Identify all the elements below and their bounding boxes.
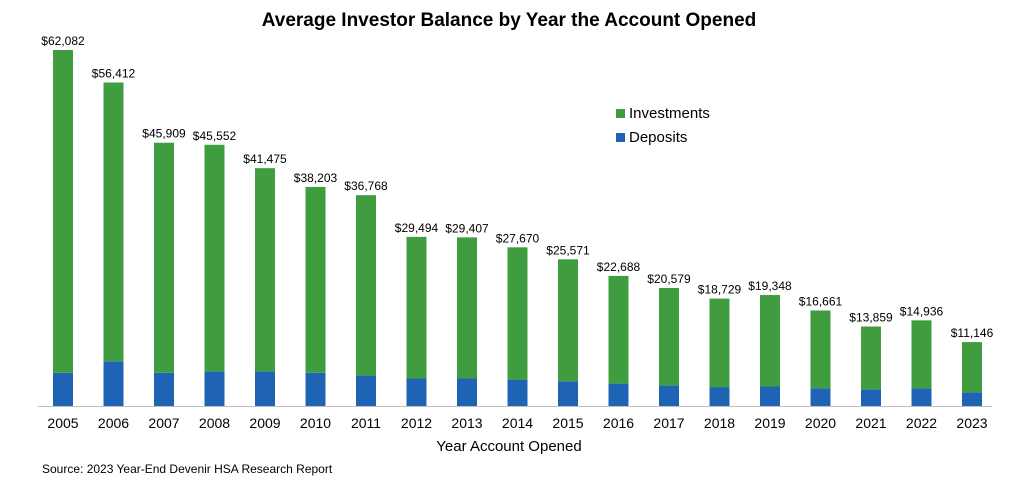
data-label-2023: $11,146 [951,326,994,340]
x-tick-2011: 2011 [351,415,381,431]
legend-item-deposits: Deposits [616,125,710,149]
bar-investments-2015 [558,259,578,382]
legend-label-deposits: Deposits [629,128,688,146]
x-tick-2023: 2023 [956,415,987,431]
legend-swatch-investments [616,108,625,118]
bar-deposits-2007 [154,372,174,406]
bar-investments-2017 [659,287,679,386]
data-label-2017: $20,579 [647,272,691,286]
bar-investments-2009 [255,168,275,372]
bar-deposits-2021 [861,389,881,406]
bar-investments-2019 [760,295,780,387]
bar-investments-2020 [810,310,831,389]
x-tick-2019: 2019 [754,415,785,431]
legend-swatch-deposits [616,132,625,142]
bar-deposits-2018 [709,387,730,406]
bar-investments-2014 [507,247,528,380]
bar-deposits-2005 [53,372,73,406]
x-tick-2020: 2020 [805,415,836,431]
chart-title: Average Investor Balance by Year the Acc… [261,10,757,31]
bar-investments-2011 [356,195,376,376]
bar-deposits-2014 [507,379,528,406]
x-tick-2017: 2017 [653,415,684,431]
bar-deposits-2022 [911,388,932,406]
data-label-2013: $29,407 [445,221,489,235]
x-tick-2006: 2006 [98,415,129,431]
bar-investments-2023 [962,342,982,393]
legend-item-investments: Investments [616,101,710,125]
bar-deposits-2013 [457,378,477,406]
x-tick-2008: 2008 [199,415,230,431]
data-label-2019: $19,348 [748,279,792,293]
bar-investments-2008 [204,144,225,372]
bar-deposits-2019 [760,386,780,406]
bar-investments-2016 [608,275,629,384]
bar-deposits-2008 [204,371,225,406]
bar-investments-2021 [861,326,881,390]
bar-investments-2012 [406,236,427,379]
data-label-2018: $18,729 [698,283,742,297]
bar-investments-2005 [53,50,73,373]
x-tick-2007: 2007 [148,415,179,431]
x-tick-2014: 2014 [502,415,533,431]
bar-deposits-2010 [305,372,326,406]
chart-legend: Investments Deposits [616,101,710,149]
bar-investments-2006 [103,82,124,362]
x-tick-2016: 2016 [603,415,634,431]
bar-deposits-2009 [255,371,275,406]
bar-deposits-2023 [962,392,982,406]
bar-investments-2018 [709,298,730,388]
x-axis-title: Year Account Opened [436,438,582,455]
data-label-2005: $62,082 [41,34,85,48]
bar-deposits-2006 [103,361,124,406]
bar-deposits-2012 [406,378,427,406]
data-label-2012: $29,494 [395,221,439,235]
data-label-2010: $38,203 [294,171,338,185]
bar-investments-2010 [305,186,326,373]
bar-investments-2022 [911,320,932,389]
x-tick-2015: 2015 [552,415,583,431]
x-tick-2018: 2018 [704,415,735,431]
x-tick-2022: 2022 [906,415,937,431]
bar-deposits-2016 [608,383,629,406]
x-tick-2013: 2013 [451,415,482,431]
data-label-2014: $27,670 [496,231,540,245]
data-label-2020: $16,661 [799,294,843,308]
x-tick-2010: 2010 [300,415,331,431]
bar-deposits-2017 [659,385,679,406]
x-tick-2012: 2012 [401,415,432,431]
data-label-2015: $25,571 [546,243,590,257]
x-tick-2005: 2005 [47,415,78,431]
bar-investments-2007 [154,142,174,373]
data-label-2009: $41,475 [243,152,287,166]
source-note: Source: 2023 Year-End Devenir HSA Resear… [42,462,333,476]
bar-investments-2013 [457,237,477,379]
data-label-2022: $14,936 [900,304,944,318]
x-tick-2009: 2009 [249,415,280,431]
data-label-2011: $36,768 [344,179,388,193]
bar-deposits-2020 [810,388,831,406]
data-label-2006: $56,412 [92,67,136,81]
data-label-2007: $45,909 [142,127,186,141]
x-tick-2021: 2021 [855,415,886,431]
legend-label-investments: Investments [629,104,710,122]
bar-deposits-2011 [356,375,376,406]
data-label-2016: $22,688 [597,260,641,274]
data-label-2021: $13,859 [849,311,893,325]
bar-deposits-2015 [558,381,578,406]
data-label-2008: $45,552 [193,129,237,143]
